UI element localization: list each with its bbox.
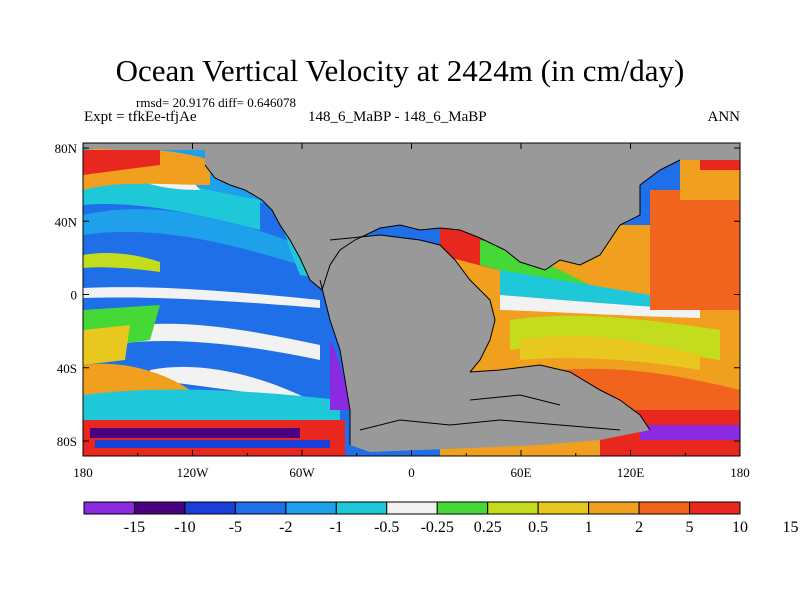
- colorbar-label: -1: [330, 519, 343, 536]
- colorbar-label: -15: [124, 519, 145, 536]
- colorbar: -15 -10 -5 -2 -1 -0.5 -0.25 0.25 0.5 1 2 5 10 15: [83, 501, 798, 536]
- y-tick-label: 80N: [55, 141, 78, 156]
- colorbar-swatch: [638, 501, 691, 515]
- colorbar-swatch: [537, 501, 590, 515]
- colorbar-swatch: [285, 501, 337, 515]
- y-tick-label: 40S: [57, 361, 77, 376]
- colorbar-swatch: [133, 501, 186, 515]
- x-tick-label: 0: [408, 465, 415, 480]
- map-field: [83, 143, 740, 456]
- colorbar-swatch: [83, 501, 135, 515]
- colorbar-swatch: [335, 501, 388, 515]
- colorbar-label: 0.25: [474, 519, 502, 536]
- colorbar-swatch: [588, 501, 640, 515]
- x-tick-label: 180: [730, 465, 750, 480]
- y-axis: 80N 40N 0 40S 80S: [55, 141, 740, 449]
- land-mask: [83, 143, 740, 452]
- colorbar-label: 1: [585, 519, 593, 536]
- plot-title: Ocean Vertical Velocity at 2424m (in cm/…: [115, 53, 685, 88]
- colorbar-swatch: [234, 501, 287, 515]
- colorbar-label: -0.5: [374, 519, 399, 536]
- colorbar-label: -5: [229, 519, 242, 536]
- colorbar-swatch: [184, 501, 236, 515]
- x-tick-label: 120W: [177, 465, 210, 480]
- case-label: 148_6_MaBP - 148_6_MaBP: [308, 109, 487, 125]
- experiment-label: Expt = tfkEe-tfjAe: [84, 109, 197, 125]
- y-tick-label: 40N: [55, 214, 78, 229]
- colorbar-label: 2: [635, 519, 643, 536]
- colorbar-label: 10: [732, 519, 748, 536]
- x-tick-label: 180: [73, 465, 93, 480]
- colorbar-label: -2: [279, 519, 292, 536]
- colorbar-swatch: [689, 501, 741, 515]
- colorbar-label: 5: [686, 519, 694, 536]
- colorbar-swatch: [487, 501, 539, 515]
- y-tick-label: 0: [71, 288, 78, 303]
- season-label: ANN: [707, 109, 741, 125]
- y-tick-label: 80S: [57, 434, 77, 449]
- colorbar-label: -0.25: [421, 519, 454, 536]
- x-tick-label: 120E: [617, 465, 645, 480]
- coastlines: [204, 159, 681, 445]
- colorbar-label: -10: [174, 519, 195, 536]
- colorbar-label: 15: [782, 519, 798, 536]
- x-axis: 180 120W 60W 0 60E 120E 180: [73, 143, 750, 480]
- colorbar-swatch: [436, 501, 489, 515]
- x-tick-label: 60E: [511, 465, 532, 480]
- colorbar-label: 0.5: [528, 519, 548, 536]
- colorbar-swatch: [386, 501, 438, 515]
- x-tick-label: 60W: [289, 465, 315, 480]
- stats-text: rmsd= 20.9176 diff= 0.646078: [136, 95, 296, 110]
